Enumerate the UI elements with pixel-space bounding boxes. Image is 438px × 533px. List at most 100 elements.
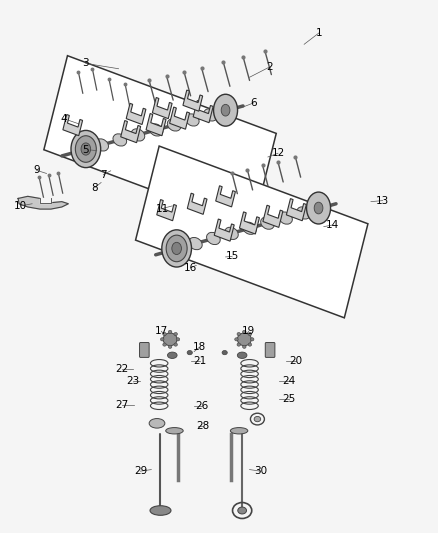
Text: 12: 12 bbox=[271, 148, 285, 158]
Text: 18: 18 bbox=[193, 342, 206, 352]
Text: 24: 24 bbox=[282, 376, 296, 386]
Ellipse shape bbox=[237, 333, 240, 336]
Polygon shape bbox=[214, 219, 234, 241]
Ellipse shape bbox=[149, 418, 165, 428]
Ellipse shape bbox=[95, 139, 109, 151]
Text: 7: 7 bbox=[100, 169, 106, 180]
FancyBboxPatch shape bbox=[265, 343, 275, 358]
Polygon shape bbox=[146, 114, 166, 136]
Ellipse shape bbox=[176, 338, 180, 341]
Ellipse shape bbox=[168, 330, 172, 334]
Text: 17: 17 bbox=[155, 326, 168, 336]
Polygon shape bbox=[183, 90, 203, 111]
Ellipse shape bbox=[279, 212, 292, 224]
Ellipse shape bbox=[207, 232, 220, 245]
Text: 11: 11 bbox=[155, 204, 169, 214]
Ellipse shape bbox=[261, 217, 274, 229]
Text: 22: 22 bbox=[116, 364, 129, 374]
Ellipse shape bbox=[214, 94, 237, 126]
Text: 23: 23 bbox=[126, 376, 139, 386]
Text: 3: 3 bbox=[82, 59, 89, 68]
Text: 2: 2 bbox=[266, 62, 272, 72]
Text: 30: 30 bbox=[254, 466, 267, 476]
Text: 29: 29 bbox=[134, 466, 147, 476]
Ellipse shape bbox=[297, 207, 311, 219]
Text: 16: 16 bbox=[184, 263, 197, 272]
Ellipse shape bbox=[307, 192, 331, 224]
Text: 25: 25 bbox=[282, 394, 296, 405]
Text: 5: 5 bbox=[82, 144, 89, 155]
Text: 6: 6 bbox=[251, 98, 257, 108]
Ellipse shape bbox=[166, 427, 183, 434]
Ellipse shape bbox=[248, 343, 251, 346]
Polygon shape bbox=[63, 115, 83, 136]
Polygon shape bbox=[126, 103, 146, 125]
Polygon shape bbox=[157, 199, 177, 221]
Text: 28: 28 bbox=[197, 421, 210, 431]
Ellipse shape bbox=[254, 416, 261, 422]
Ellipse shape bbox=[251, 338, 254, 341]
Ellipse shape bbox=[149, 124, 163, 136]
Ellipse shape bbox=[81, 143, 91, 155]
Ellipse shape bbox=[221, 104, 230, 116]
Ellipse shape bbox=[222, 351, 227, 355]
Ellipse shape bbox=[113, 134, 127, 146]
Polygon shape bbox=[263, 205, 283, 228]
Ellipse shape bbox=[162, 230, 191, 267]
Polygon shape bbox=[44, 55, 276, 228]
Polygon shape bbox=[193, 101, 213, 123]
Text: 9: 9 bbox=[33, 165, 40, 175]
Ellipse shape bbox=[174, 333, 177, 336]
Text: 4: 4 bbox=[61, 114, 67, 124]
Ellipse shape bbox=[172, 243, 181, 255]
Ellipse shape bbox=[163, 343, 166, 346]
Polygon shape bbox=[40, 198, 51, 203]
FancyBboxPatch shape bbox=[140, 343, 149, 358]
Ellipse shape bbox=[163, 333, 177, 346]
Text: 26: 26 bbox=[195, 401, 208, 411]
Ellipse shape bbox=[166, 235, 187, 262]
Text: 14: 14 bbox=[326, 220, 339, 230]
Text: 1: 1 bbox=[316, 28, 323, 38]
Ellipse shape bbox=[204, 109, 217, 121]
Ellipse shape bbox=[230, 427, 248, 434]
Ellipse shape bbox=[243, 345, 246, 349]
Text: 8: 8 bbox=[91, 183, 98, 193]
Polygon shape bbox=[286, 199, 306, 221]
Polygon shape bbox=[187, 193, 207, 214]
Ellipse shape bbox=[174, 343, 177, 346]
Polygon shape bbox=[152, 98, 172, 119]
Ellipse shape bbox=[188, 238, 202, 249]
Ellipse shape bbox=[235, 338, 238, 341]
Ellipse shape bbox=[185, 114, 199, 126]
Polygon shape bbox=[121, 120, 141, 143]
Ellipse shape bbox=[150, 506, 171, 515]
Polygon shape bbox=[240, 212, 259, 234]
Text: 19: 19 bbox=[242, 326, 255, 336]
Ellipse shape bbox=[225, 227, 238, 239]
Ellipse shape bbox=[237, 333, 251, 346]
Text: 21: 21 bbox=[193, 356, 206, 366]
Ellipse shape bbox=[167, 352, 177, 359]
Text: 15: 15 bbox=[226, 252, 239, 261]
Ellipse shape bbox=[237, 352, 247, 359]
Ellipse shape bbox=[167, 119, 181, 131]
Ellipse shape bbox=[237, 343, 240, 346]
Polygon shape bbox=[135, 146, 368, 318]
Ellipse shape bbox=[71, 131, 101, 167]
Ellipse shape bbox=[168, 345, 172, 349]
Text: 13: 13 bbox=[376, 196, 389, 206]
Polygon shape bbox=[170, 107, 190, 129]
Ellipse shape bbox=[238, 507, 247, 514]
Text: 27: 27 bbox=[116, 400, 129, 410]
Ellipse shape bbox=[160, 338, 164, 341]
Ellipse shape bbox=[243, 330, 246, 334]
Ellipse shape bbox=[248, 333, 251, 336]
Ellipse shape bbox=[187, 351, 192, 355]
Ellipse shape bbox=[163, 333, 166, 336]
Text: 10: 10 bbox=[14, 201, 27, 211]
Polygon shape bbox=[215, 185, 235, 207]
Ellipse shape bbox=[131, 129, 145, 141]
Ellipse shape bbox=[314, 202, 323, 214]
Polygon shape bbox=[18, 196, 68, 209]
